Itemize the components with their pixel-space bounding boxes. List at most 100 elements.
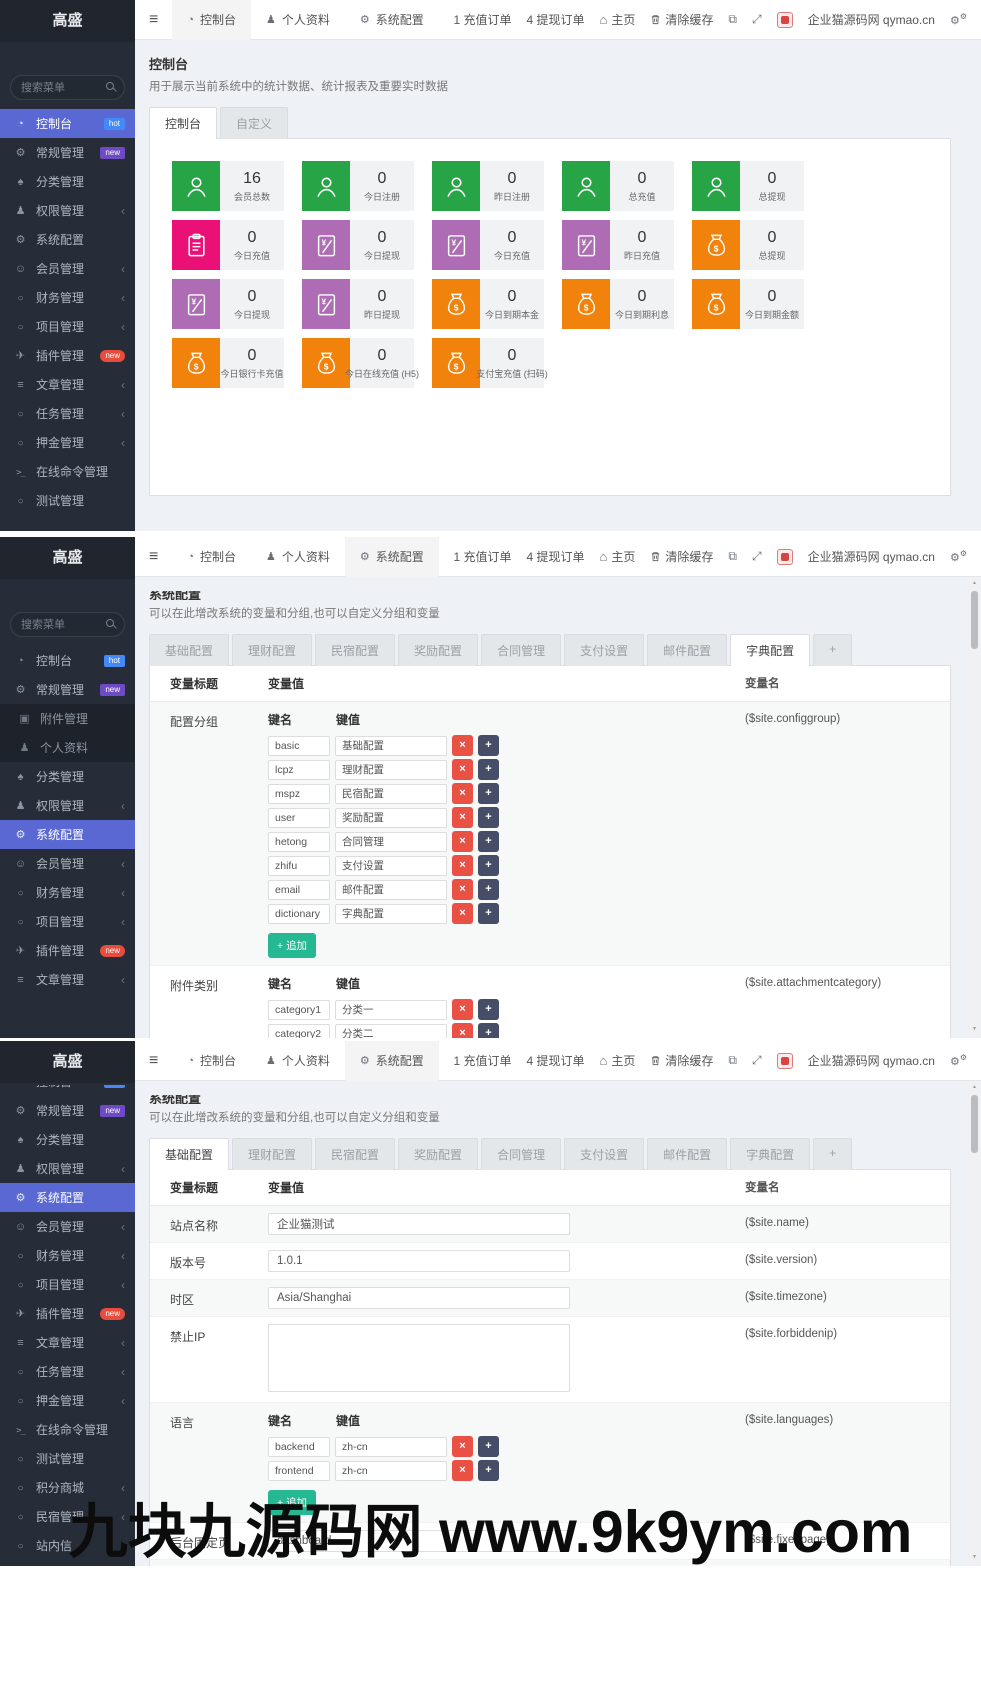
value-input[interactable] bbox=[335, 903, 447, 924]
remove-pair-button[interactable] bbox=[452, 999, 473, 1020]
config-tab[interactable]: 支付设置 bbox=[564, 1138, 645, 1170]
value-input[interactable] bbox=[335, 759, 447, 780]
sidebar-item[interactable]: 控制台 hot bbox=[0, 646, 135, 675]
sidebar-item[interactable]: 测试管理 bbox=[0, 1444, 135, 1473]
append-button[interactable]: 追加 bbox=[268, 1490, 317, 1515]
settings-gears-icon[interactable] bbox=[950, 12, 967, 27]
site-account-link[interactable]: 企业猫源码网 qymao.cn bbox=[807, 1054, 935, 1068]
menu-toggle-icon[interactable] bbox=[135, 548, 172, 566]
forbidden-ip-textarea[interactable] bbox=[268, 1324, 570, 1392]
site-name-input[interactable] bbox=[268, 1213, 570, 1235]
config-tab[interactable]: + bbox=[813, 1138, 853, 1170]
settings-gears-icon[interactable] bbox=[950, 1053, 967, 1068]
remove-pair-button[interactable] bbox=[452, 807, 473, 828]
add-pair-button[interactable] bbox=[478, 855, 499, 876]
config-tab[interactable]: 基础配置 bbox=[149, 1138, 230, 1170]
sidebar-item[interactable]: 会员管理 bbox=[0, 1212, 135, 1241]
key-input[interactable] bbox=[268, 1436, 330, 1457]
copy-icon[interactable] bbox=[728, 12, 737, 27]
scrollbar-thumb[interactable] bbox=[971, 591, 978, 649]
sidebar-item[interactable]: 项目管理 bbox=[0, 907, 135, 936]
sidebar-item[interactable]: 分类管理 bbox=[0, 167, 135, 196]
sidebar-item[interactable]: 民宿管理 bbox=[0, 1502, 135, 1531]
add-pair-button[interactable] bbox=[478, 1023, 499, 1038]
config-tab[interactable]: 字典配置 bbox=[730, 634, 811, 666]
nav-tab-dashboard[interactable]: 控制台 bbox=[172, 537, 251, 577]
add-pair-button[interactable] bbox=[478, 783, 499, 804]
settings-gears-icon[interactable] bbox=[950, 549, 967, 564]
sidebar-item[interactable]: 财务管理 bbox=[0, 878, 135, 907]
sidebar-item[interactable]: 附件管理 bbox=[0, 704, 135, 733]
config-tab[interactable]: 奖励配置 bbox=[398, 634, 479, 666]
add-pair-button[interactable] bbox=[478, 831, 499, 852]
config-tab[interactable]: 理财配置 bbox=[232, 1138, 313, 1170]
remove-pair-button[interactable] bbox=[452, 783, 473, 804]
config-tab[interactable]: 民宿配置 bbox=[315, 1138, 396, 1170]
scrollbar-thumb[interactable] bbox=[971, 1095, 978, 1153]
sidebar-item[interactable]: 项目管理 bbox=[0, 1270, 135, 1299]
sidebar-item[interactable]: 押金管理 bbox=[0, 1386, 135, 1415]
remove-pair-button[interactable] bbox=[452, 735, 473, 756]
remove-pair-button[interactable] bbox=[452, 1460, 473, 1481]
sidebar-item[interactable]: 控制台 hot bbox=[0, 1085, 135, 1096]
add-pair-button[interactable] bbox=[478, 1436, 499, 1457]
sidebar-item[interactable]: 系统配置 bbox=[0, 1183, 135, 1212]
sidebar-item[interactable]: 财务管理 bbox=[0, 1241, 135, 1270]
key-input[interactable] bbox=[268, 831, 330, 852]
expand-icon[interactable] bbox=[752, 1053, 762, 1068]
sidebar-item[interactable]: 插件管理 new bbox=[0, 341, 135, 370]
config-tab[interactable]: + bbox=[813, 634, 853, 666]
nav-tab-dashboard[interactable]: 控制台 bbox=[172, 1041, 251, 1081]
withdraw-orders-link[interactable]: 4 提现订单 bbox=[526, 1054, 585, 1068]
sidebar-item[interactable]: 插件管理 new bbox=[0, 936, 135, 965]
value-input[interactable] bbox=[335, 807, 447, 828]
remove-pair-button[interactable] bbox=[452, 759, 473, 780]
menu-toggle-icon[interactable] bbox=[135, 11, 172, 29]
config-tab[interactable]: 奖励配置 bbox=[398, 1138, 479, 1170]
clear-cache-link[interactable]: 清除缓存 bbox=[650, 11, 713, 28]
sidebar-item[interactable]: 分类管理 bbox=[0, 1125, 135, 1154]
sidebar-item[interactable]: 系统配置 bbox=[0, 820, 135, 849]
search-input[interactable] bbox=[10, 612, 125, 637]
nav-tab-config[interactable]: 系统配置 bbox=[345, 0, 439, 40]
avatar[interactable] bbox=[776, 548, 793, 565]
copy-icon[interactable] bbox=[728, 549, 737, 564]
remove-pair-button[interactable] bbox=[452, 855, 473, 876]
value-input[interactable] bbox=[335, 1023, 447, 1038]
nav-tab-profile[interactable]: 个人资料 bbox=[251, 1041, 345, 1081]
recharge-orders-link[interactable]: 1 充值订单 bbox=[453, 1054, 512, 1068]
sidebar-item[interactable]: 在线命令管理 bbox=[0, 1415, 135, 1444]
nav-tab-dashboard[interactable]: 控制台 bbox=[172, 0, 252, 40]
recharge-orders-link[interactable]: 1 充值订单 bbox=[453, 13, 512, 27]
add-pair-button[interactable] bbox=[478, 735, 499, 756]
key-input[interactable] bbox=[268, 879, 330, 900]
sidebar-item[interactable]: 财务管理 bbox=[0, 283, 135, 312]
scroll-down-arrow[interactable] bbox=[970, 1025, 979, 1033]
value-input[interactable] bbox=[335, 783, 447, 804]
site-account-link[interactable]: 企业猫源码网 qymao.cn bbox=[807, 13, 935, 27]
add-pair-button[interactable] bbox=[478, 807, 499, 828]
remove-pair-button[interactable] bbox=[452, 1436, 473, 1457]
scroll-up-arrow[interactable] bbox=[970, 579, 979, 587]
timezone-input[interactable] bbox=[268, 1287, 570, 1309]
append-button[interactable]: 追加 bbox=[268, 933, 317, 958]
sidebar-item[interactable]: 权限管理 bbox=[0, 791, 135, 820]
remove-pair-button[interactable] bbox=[452, 1023, 473, 1038]
remove-pair-button[interactable] bbox=[452, 831, 473, 852]
avatar[interactable] bbox=[776, 11, 793, 28]
config-tab[interactable]: 理财配置 bbox=[232, 634, 313, 666]
value-input[interactable] bbox=[335, 1436, 447, 1457]
sidebar-item[interactable]: 任务管理 bbox=[0, 399, 135, 428]
sidebar-item[interactable]: 文章管理 bbox=[0, 1328, 135, 1357]
version-input[interactable] bbox=[268, 1250, 570, 1272]
config-tab[interactable]: 字典配置 bbox=[730, 1138, 811, 1170]
nav-tab-profile[interactable]: 个人资料 bbox=[251, 537, 345, 577]
avatar[interactable] bbox=[776, 1052, 793, 1069]
sidebar-item[interactable]: 插件管理 new bbox=[0, 1299, 135, 1328]
add-pair-button[interactable] bbox=[478, 759, 499, 780]
sidebar-item[interactable]: 站内信 bbox=[0, 1531, 135, 1560]
add-pair-button[interactable] bbox=[478, 999, 499, 1020]
value-input[interactable] bbox=[335, 831, 447, 852]
key-input[interactable] bbox=[268, 783, 330, 804]
nav-tab-config[interactable]: 系统配置 bbox=[344, 1041, 439, 1081]
